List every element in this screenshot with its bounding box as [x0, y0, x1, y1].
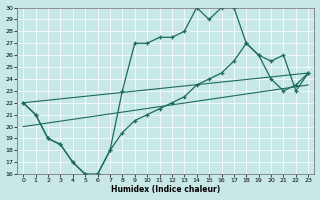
X-axis label: Humidex (Indice chaleur): Humidex (Indice chaleur)	[111, 185, 220, 194]
